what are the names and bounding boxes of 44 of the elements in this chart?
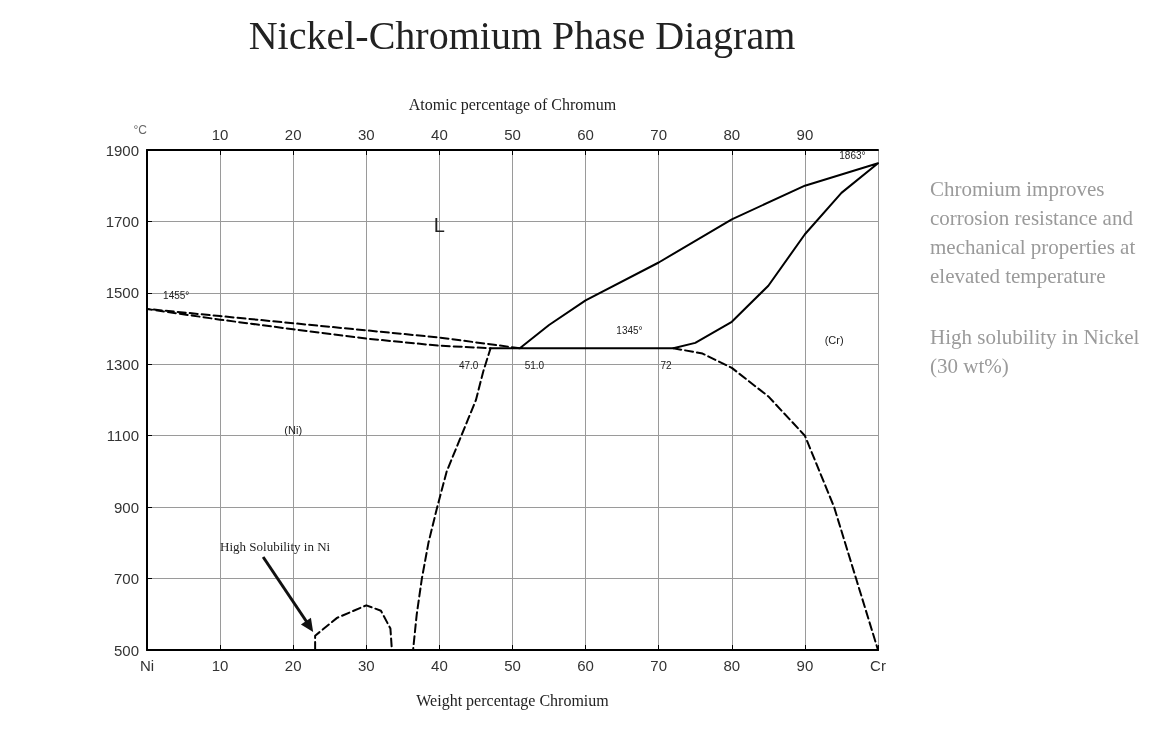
x-tick-label: 90 <box>796 657 814 674</box>
annotation: 1863° <box>839 149 866 161</box>
annotation: (Ni) <box>284 424 303 436</box>
text: High solubility in Nickel (30 wt%) <box>930 324 1141 380</box>
x-tick-label: 50 <box>504 657 521 674</box>
annotation: 1345° <box>616 324 643 336</box>
annotation: 47.0 <box>458 359 479 371</box>
x-tick-label: 10 <box>211 657 229 674</box>
x2-tick-label: 10 <box>211 126 229 143</box>
x-tick-label: 30 <box>357 657 375 674</box>
x-axis-title: Weight percentage Chromium <box>416 691 610 710</box>
x-tick-label: 40 <box>431 657 448 674</box>
y-tick-label: 900 <box>113 498 139 516</box>
x2-tick-label: 70 <box>650 126 668 143</box>
x2-tick-label: 90 <box>796 126 814 143</box>
y-tick-label: 1900 <box>105 141 139 159</box>
x-tick-label: 20 <box>284 657 302 674</box>
x2-tick-label: 80 <box>723 126 741 143</box>
text: Chromium improves corrosion resistance and mechanical properties at elevated temperature <box>930 176 1137 290</box>
annotation: L <box>433 214 445 236</box>
y-tick-label: 1100 <box>106 427 139 445</box>
annotation: High Solubility in Ni <box>220 539 331 554</box>
annotation: 51.0 <box>524 359 545 371</box>
x2-tick-label: 30 <box>357 126 375 143</box>
x2-tick-label: 20 <box>284 126 302 143</box>
annotation: 72 <box>660 359 673 371</box>
x2-axis-title: Atomic percentage of Chromum <box>408 95 617 114</box>
x2-tick-label: 60 <box>577 126 594 143</box>
y-tick-label: 1500 <box>105 284 139 302</box>
y-tick-label: 500 <box>113 641 139 659</box>
x2-tick-label: 50 <box>504 126 521 143</box>
y-tick-label: 700 <box>113 570 139 588</box>
annotation: 1455° <box>163 289 190 301</box>
x-tick-label: 70 <box>650 657 668 674</box>
x-tick-label: 60 <box>577 657 594 674</box>
x-tick-label: 80 <box>723 657 741 674</box>
y-tick-label: 1300 <box>105 355 139 373</box>
chart-title: Nickel-Chromium Phase Diagram <box>248 12 796 58</box>
x-tick-label: Cr <box>870 657 886 674</box>
y-tick-label: 1700 <box>105 212 139 230</box>
y-axis-title: °C <box>133 123 148 137</box>
x-tick-label: Ni <box>139 657 155 674</box>
x2-tick-label: 40 <box>431 126 448 143</box>
annotation: (Cr) <box>824 334 844 346</box>
